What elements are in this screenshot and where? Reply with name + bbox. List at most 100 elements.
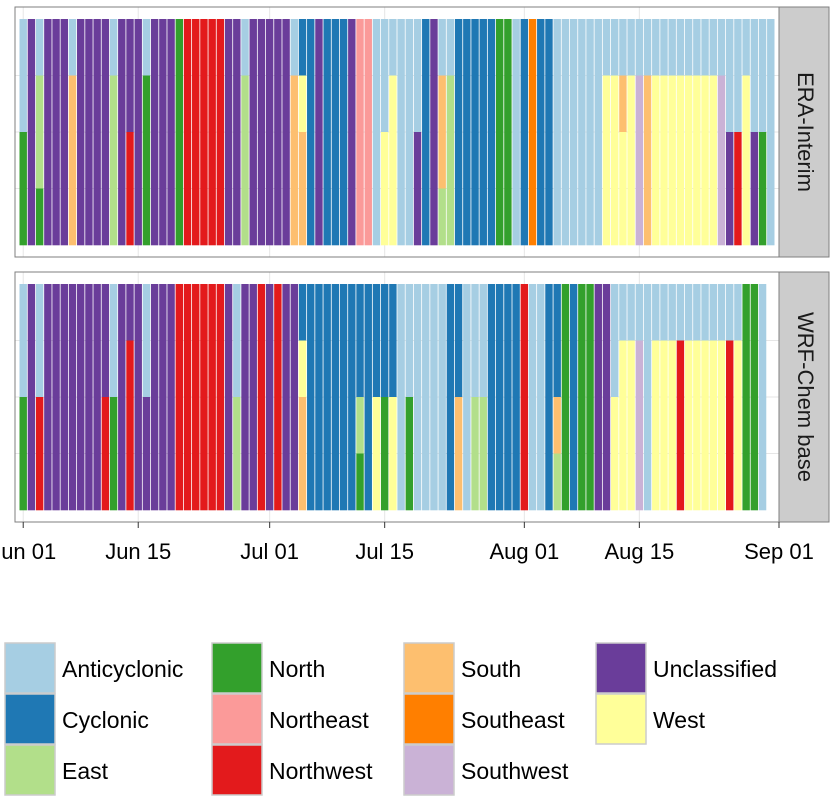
bar-segment-era-interim — [208, 188, 216, 246]
bar-segment-wrf-chem-base — [454, 453, 463, 511]
bar-segment-era-interim — [619, 75, 627, 133]
bar-segment-wrf-chem-base — [717, 453, 726, 511]
bar-segment-era-interim — [528, 188, 537, 246]
bar-segment-wrf-chem-base — [454, 397, 463, 454]
bar-segment-wrf-chem-base — [315, 397, 323, 454]
bar-segment-wrf-chem-base — [348, 397, 356, 454]
bar-segment-wrf-chem-base — [101, 284, 110, 341]
bar-segment-wrf-chem-base — [44, 453, 52, 511]
bar-segment-era-interim — [380, 188, 389, 246]
bar-segment-era-interim — [454, 132, 463, 189]
bar-segment-era-interim — [652, 75, 660, 133]
bar-segment-era-interim — [726, 188, 734, 246]
bar-segment-era-interim — [413, 19, 422, 76]
bar-segment-era-interim — [44, 132, 52, 189]
bar-segment-wrf-chem-base — [68, 397, 77, 454]
bar-segment-wrf-chem-base — [60, 284, 68, 341]
bar-segment-wrf-chem-base — [578, 453, 586, 511]
bar-segment-wrf-chem-base — [397, 453, 405, 511]
bar-segment-era-interim — [734, 132, 742, 189]
bar-segment-era-interim — [265, 19, 274, 76]
bar-segment-era-interim — [726, 132, 734, 189]
bar-segment-wrf-chem-base — [290, 453, 299, 511]
bar-segment-wrf-chem-base — [200, 340, 208, 398]
bar-segment-wrf-chem-base — [569, 453, 578, 511]
bar-segment-era-interim — [307, 188, 315, 246]
bar-segment-era-interim — [216, 188, 225, 246]
bar-segment-era-interim — [553, 75, 561, 133]
bar-segment-wrf-chem-base — [77, 284, 85, 341]
bar-segment-era-interim — [93, 19, 101, 76]
bar-segment-wrf-chem-base — [619, 284, 627, 341]
bar-segment-era-interim — [167, 188, 175, 246]
bar-segment-era-interim — [405, 188, 414, 246]
bar-segment-wrf-chem-base — [668, 453, 676, 511]
bar-segment-era-interim — [323, 19, 331, 76]
facet-label-wrf-chem-base: WRF-Chem base — [793, 312, 818, 482]
bar-segment-era-interim — [652, 19, 660, 76]
bar-segment-era-interim — [397, 132, 405, 189]
bar-segment-wrf-chem-base — [150, 284, 159, 341]
bar-segment-era-interim — [545, 188, 553, 246]
bar-segment-era-interim — [339, 19, 348, 76]
bar-segment-wrf-chem-base — [471, 397, 479, 454]
bar-segment-era-interim — [315, 132, 323, 189]
bar-segment-era-interim — [249, 132, 257, 189]
bar-segment-era-interim — [594, 75, 602, 133]
bar-segment-era-interim — [545, 75, 553, 133]
bar-segment-wrf-chem-base — [290, 340, 299, 398]
bar-segment-era-interim — [167, 19, 175, 76]
bar-segment-era-interim — [717, 75, 726, 133]
bar-segment-wrf-chem-base — [52, 284, 60, 341]
bar-segment-era-interim — [668, 75, 676, 133]
bar-segment-era-interim — [241, 19, 249, 76]
bar-segment-wrf-chem-base — [520, 453, 529, 511]
bar-segment-era-interim — [537, 19, 545, 76]
bar-segment-era-interim — [709, 19, 717, 76]
bar-segment-wrf-chem-base — [422, 453, 430, 511]
bar-segment-wrf-chem-base — [479, 453, 487, 511]
bar-segment-era-interim — [405, 19, 414, 76]
bar-segment-wrf-chem-base — [356, 284, 364, 341]
bar-segment-era-interim — [389, 75, 397, 133]
bar-segment-era-interim — [249, 75, 257, 133]
bar-segment-era-interim — [19, 132, 27, 189]
bar-segment-era-interim — [142, 19, 151, 76]
legend-swatch — [4, 642, 56, 694]
bar-segment-era-interim — [512, 132, 520, 189]
bar-segment-era-interim — [339, 132, 348, 189]
bar-segment-wrf-chem-base — [430, 453, 438, 511]
bar-segment-wrf-chem-base — [545, 340, 553, 398]
legend-label: Anticyclonic — [62, 656, 183, 682]
bar-segment-era-interim — [183, 19, 192, 76]
bar-segment-wrf-chem-base — [684, 453, 693, 511]
bar-segment-era-interim — [142, 75, 151, 133]
bar-segment-wrf-chem-base — [438, 397, 446, 454]
bar-segment-wrf-chem-base — [364, 397, 372, 454]
bar-segment-wrf-chem-base — [233, 284, 241, 341]
bar-segment-era-interim — [85, 132, 93, 189]
bar-segment-era-interim — [19, 188, 27, 246]
bar-segment-wrf-chem-base — [750, 453, 759, 511]
legend-swatch — [211, 693, 263, 745]
bar-segment-wrf-chem-base — [619, 397, 627, 454]
bar-segment-wrf-chem-base — [356, 397, 364, 454]
bar-segment-wrf-chem-base — [192, 284, 200, 341]
bar-segment-wrf-chem-base — [52, 397, 60, 454]
bar-segment-wrf-chem-base — [397, 397, 405, 454]
bar-segment-wrf-chem-base — [364, 340, 372, 398]
bar-segment-era-interim — [463, 19, 471, 76]
bar-segment-wrf-chem-base — [134, 340, 142, 398]
bar-segment-era-interim — [282, 132, 290, 189]
bar-segment-wrf-chem-base — [109, 284, 118, 341]
bar-segment-wrf-chem-base — [389, 397, 397, 454]
bar-segment-era-interim — [118, 19, 126, 76]
bar-segment-wrf-chem-base — [323, 397, 331, 454]
bar-segment-era-interim — [307, 132, 315, 189]
bar-segment-era-interim — [446, 132, 455, 189]
bar-segment-wrf-chem-base — [356, 340, 364, 398]
bar-segment-wrf-chem-base — [150, 453, 159, 511]
bar-segment-era-interim — [68, 188, 77, 246]
bar-segment-wrf-chem-base — [709, 284, 717, 341]
bar-segment-wrf-chem-base — [471, 453, 479, 511]
